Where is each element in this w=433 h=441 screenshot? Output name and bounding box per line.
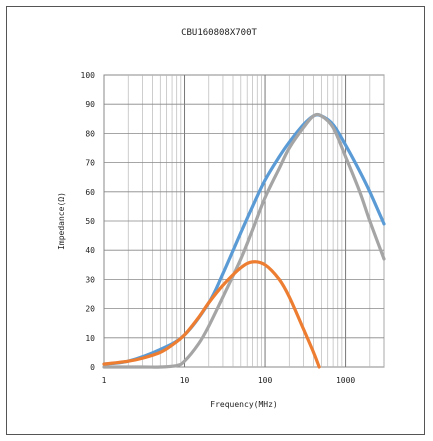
x-tick-label: 1 <box>102 376 107 385</box>
series-line-2 <box>102 112 386 369</box>
x-axis-label: Frequency(MHz) <box>210 400 277 409</box>
series-layer <box>102 112 386 369</box>
y-tick-label: 90 <box>85 100 95 109</box>
y-tick-label: 0 <box>90 363 95 372</box>
y-tick-label: 40 <box>85 246 95 255</box>
y-tick-label: 10 <box>85 334 95 343</box>
y-tick-label: 30 <box>85 275 95 284</box>
y-tick-label: 50 <box>85 217 95 226</box>
chart-frame <box>6 6 425 435</box>
x-tick-label: 10 <box>180 376 190 385</box>
chart-title: CBU160808X700T <box>181 28 257 38</box>
y-tick-label: 60 <box>85 188 95 197</box>
y-axis-label: Impedance(Ω) <box>57 192 66 250</box>
x-tick-label: 1000 <box>336 376 355 385</box>
x-tick-label: 100 <box>258 376 273 385</box>
y-tick-label: 70 <box>85 159 95 168</box>
y-tick-label: 80 <box>85 129 95 138</box>
series-line-3 <box>102 260 321 369</box>
y-tick-label: 20 <box>85 305 95 314</box>
grid <box>103 74 385 368</box>
y-tick-label: 100 <box>81 71 96 80</box>
